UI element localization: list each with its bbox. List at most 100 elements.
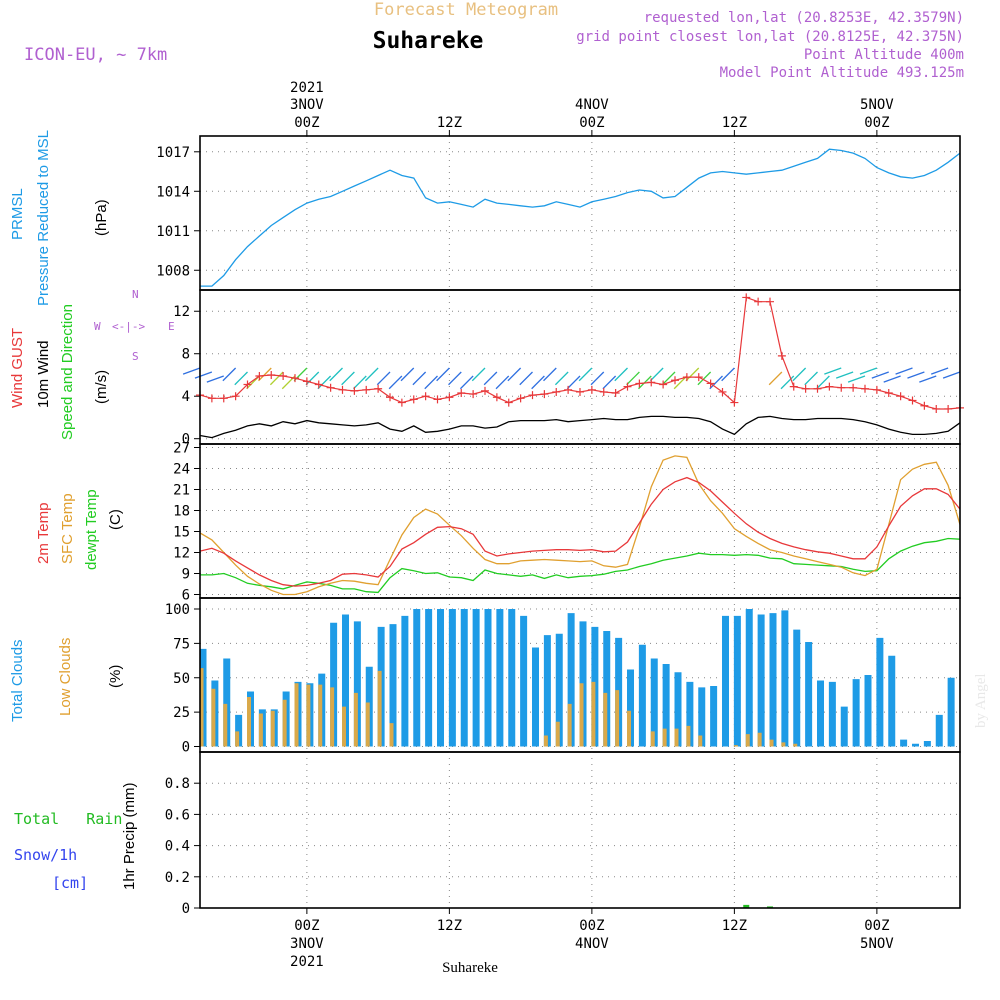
pressure-label-unit: (hPa) xyxy=(93,199,110,236)
wind-gust-marker xyxy=(694,373,703,382)
total-cloud-bar xyxy=(710,686,718,747)
wind-gust-marker xyxy=(754,297,763,306)
low-cloud-bar xyxy=(591,681,596,747)
wind-direction-arrow xyxy=(353,375,367,390)
wind-label-10m: 10m Wind xyxy=(35,340,52,408)
wind-direction-arrow xyxy=(258,367,272,382)
wind-direction-arrow xyxy=(388,375,403,390)
rain-bar xyxy=(743,904,750,908)
wind-gust-marker xyxy=(801,384,810,393)
grid-point-coords: grid point closest lon,lat (20.8125E, 42… xyxy=(576,29,964,45)
wind-direction-arrow xyxy=(194,371,213,379)
pressure-panel-frame xyxy=(199,135,961,291)
wind-gust-marker xyxy=(409,395,418,404)
total-cloud-bar xyxy=(722,615,729,747)
wind-direction-arrow xyxy=(436,367,450,382)
precip-panel: 0 0.2 0.4 0.6 0.8 Total Rain Snow/1h [cm] 1h… xyxy=(14,751,961,917)
total-cloud-bar xyxy=(342,614,349,747)
wind-gust-marker xyxy=(207,394,216,403)
low-cloud-bar xyxy=(258,713,263,747)
wind-gust-marker xyxy=(849,383,858,392)
wind-gust-marker xyxy=(742,293,751,302)
wind-grid xyxy=(200,290,960,444)
total-cloud-bar xyxy=(532,647,539,747)
bottom-time-label: 00Z xyxy=(579,918,604,934)
bottom-time-label: 00Z xyxy=(864,918,889,934)
total-cloud-bar xyxy=(935,714,943,747)
top-time-label: 00Z xyxy=(294,115,319,131)
clouds-ytick-label: 25 xyxy=(173,705,190,721)
total-cloud-bar xyxy=(662,664,670,747)
total-cloud-bar xyxy=(472,609,480,747)
temp-ytick-label: 6 xyxy=(182,588,190,604)
wind-direction-arrow xyxy=(329,367,343,382)
top-time-label: 12Z xyxy=(722,115,747,131)
wind-direction-arrow xyxy=(661,371,676,386)
low-cloud-bar xyxy=(543,735,548,747)
temp-ytick-label: 9 xyxy=(182,567,190,583)
watermark: by Angel xyxy=(973,673,989,728)
wind-gust-marker xyxy=(611,389,620,398)
pressure-panel: 1008 1011 1014 1017 PRMSL Pressure Reduced … xyxy=(9,130,961,306)
low-cloud-bar xyxy=(330,687,335,747)
temperature-panel: 6 9 12 15 18 21 24 27 2m Temp SFC Temp dewpt Te… xyxy=(35,441,961,604)
wind-direction-arrow xyxy=(602,375,617,390)
wind-gust-marker xyxy=(576,387,584,396)
low-cloud-bar xyxy=(745,734,750,747)
clouds-label-low: Low Clouds xyxy=(57,638,74,716)
wind-gust-marker xyxy=(219,394,228,403)
top-year-label: 2021 xyxy=(290,80,324,96)
low-cloud-bar xyxy=(781,742,786,747)
wind-direction-arrow xyxy=(697,371,712,386)
wind-gust-marker xyxy=(647,378,656,387)
wind-direction-arrow xyxy=(824,367,842,375)
bottom-day-label: 4NOV xyxy=(575,936,609,952)
point-altitude: Point Altitude 400m xyxy=(804,47,964,63)
wind-gust-marker xyxy=(599,387,608,396)
low-cloud-bar xyxy=(686,725,691,747)
bottom-day-label: 5NOV xyxy=(860,936,894,952)
low-cloud-bar xyxy=(615,690,620,747)
wind-gust-markers xyxy=(196,293,964,413)
wind-direction-arrows xyxy=(182,367,961,390)
low-cloud-bar xyxy=(662,728,667,747)
total-cloud-bar xyxy=(330,622,338,747)
wind-gust-marker xyxy=(302,377,311,386)
low-cloud-bar xyxy=(365,702,370,747)
temp-2m-series-line xyxy=(199,476,961,587)
total-cloud-bar xyxy=(923,741,931,747)
total-cloud-bar xyxy=(745,609,753,747)
top-time-label: 12Z xyxy=(437,115,462,131)
wind-direction-arrow xyxy=(400,367,415,382)
wind-y-axis: 0 4 8 12 xyxy=(173,304,200,448)
wind-label-speed-dir: Speed and Direction xyxy=(59,304,76,440)
low-cloud-bar xyxy=(389,723,394,747)
precip-label-total-rain: Total Rain xyxy=(14,810,122,828)
wind-gust-marker xyxy=(564,385,573,394)
low-cloud-bar xyxy=(793,743,798,747)
wind-gust-marker xyxy=(920,401,929,410)
compass-south: S xyxy=(132,350,139,363)
total-cloud-bar xyxy=(627,669,634,747)
total-cloud-bar xyxy=(769,613,777,747)
low-cloud-bar xyxy=(211,688,216,747)
wind-gust-marker xyxy=(231,392,240,401)
compass-arrow: <-|-> xyxy=(112,320,145,333)
wind-gust-marker xyxy=(884,389,893,398)
wind-direction-arrow xyxy=(638,375,652,390)
wind-direction-arrow xyxy=(835,371,854,379)
total-cloud-bar xyxy=(484,609,492,747)
wind-ytick-label: 12 xyxy=(173,304,190,320)
wind-direction-arrow xyxy=(341,371,355,386)
wind-direction-arrow xyxy=(305,371,320,386)
wind-gust-marker xyxy=(825,382,834,391)
low-cloud-bar xyxy=(235,731,240,747)
wind-direction-arrow xyxy=(483,371,498,386)
top-day-label: 3NOV xyxy=(290,97,324,113)
wind-label-gust: Wind GUST xyxy=(9,328,26,408)
wind-panel: 0 4 8 12 Wind GUST 10m Wind Speed and Direc… xyxy=(9,288,964,448)
wind-gust-marker xyxy=(492,393,501,402)
top-day-label: 4NOV xyxy=(575,97,609,113)
wind-direction-arrow xyxy=(448,371,462,386)
